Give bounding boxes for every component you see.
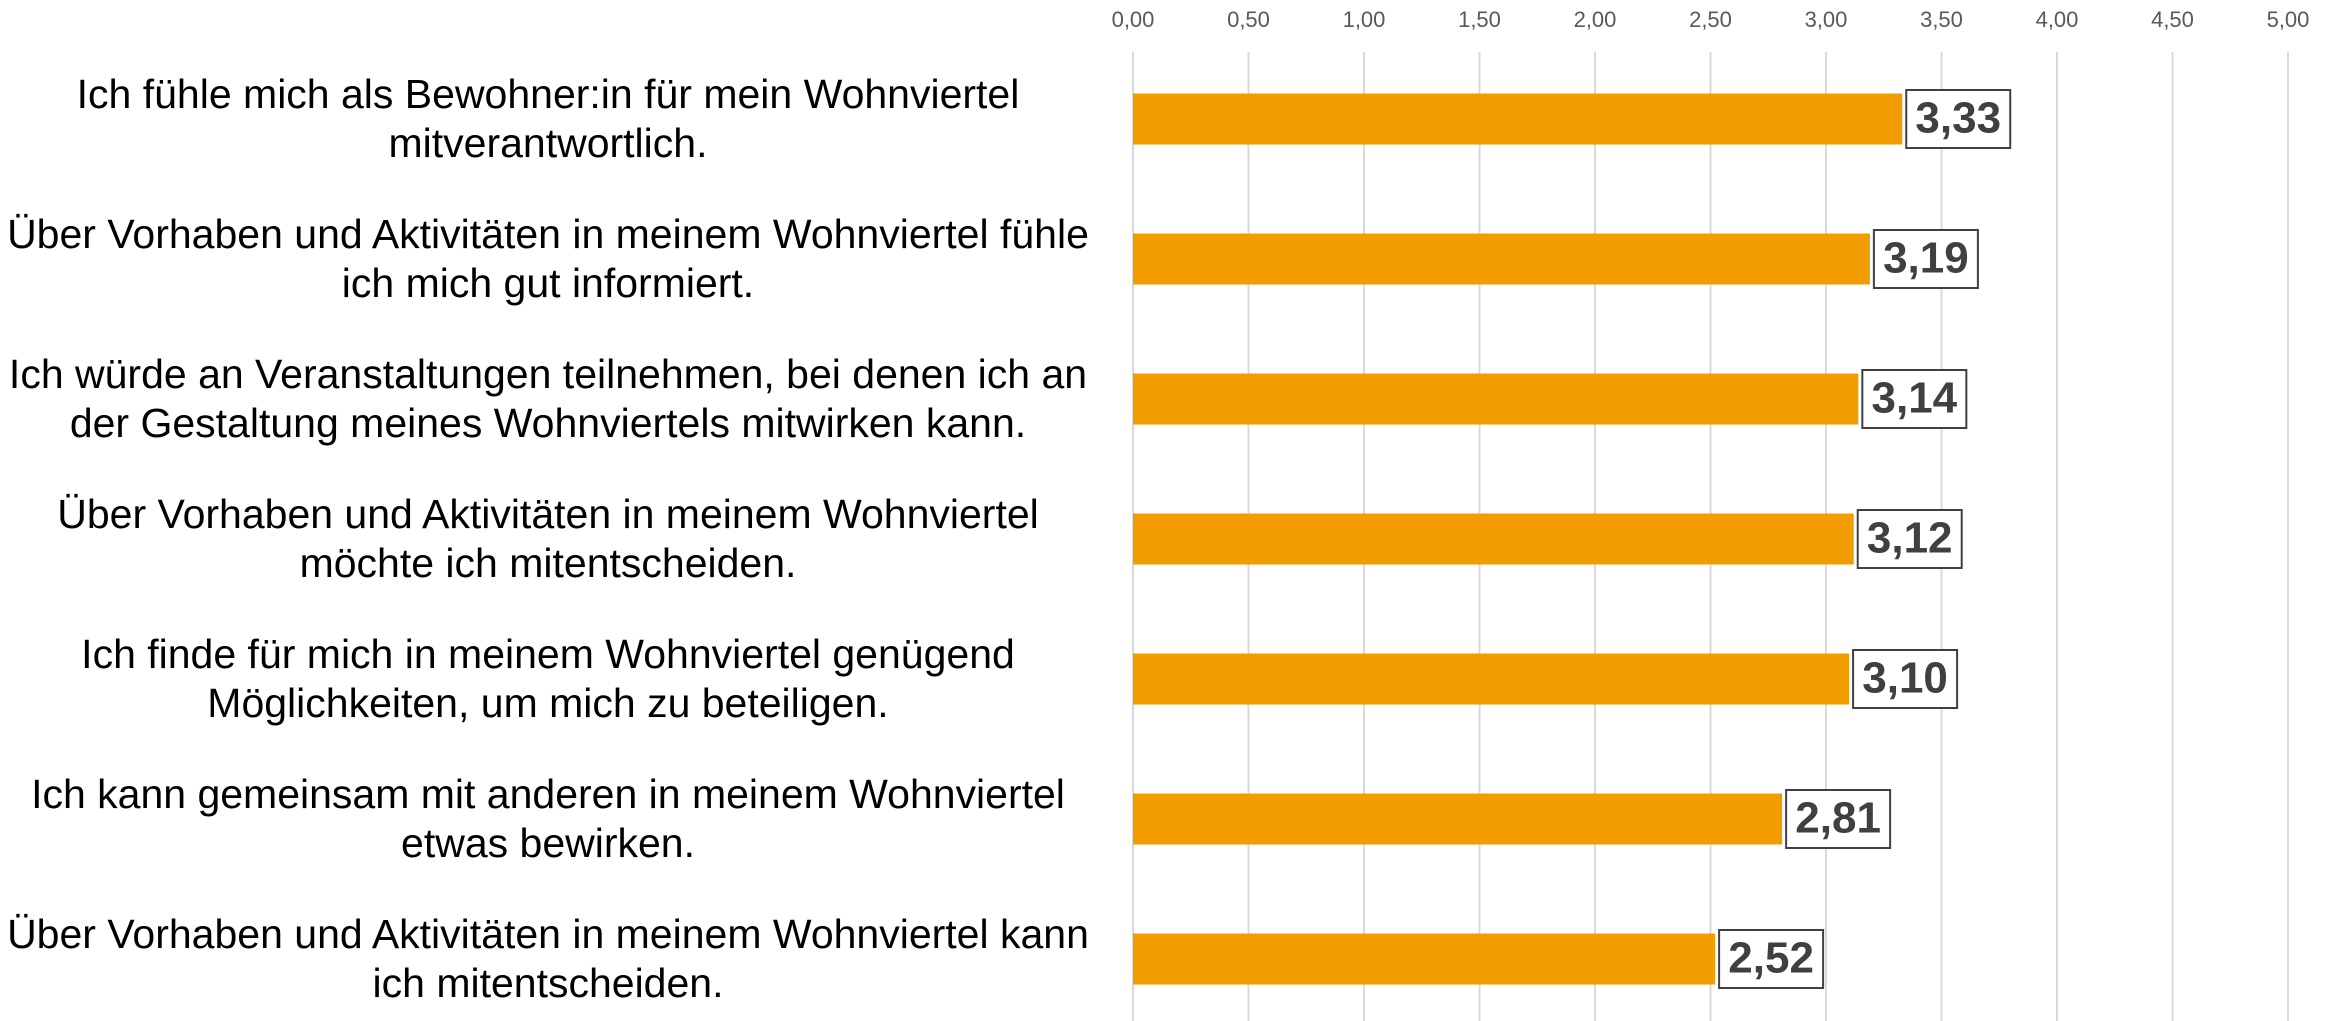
data-label: 3,10	[1862, 654, 1948, 703]
x-tick-label: 0,50	[1227, 7, 1270, 32]
x-tick-label: 3,00	[1805, 7, 1848, 32]
data-label: 3,14	[1872, 374, 1958, 423]
x-tick-label: 0,00	[1112, 7, 1155, 32]
x-tick-label: 4,50	[2151, 7, 2194, 32]
bar	[1133, 653, 1850, 705]
x-tick-label: 5,00	[2267, 7, 2310, 32]
data-label-box	[1718, 929, 1825, 989]
bar	[1133, 93, 1903, 145]
category-label: Über Vorhaben und Aktivitäten in meinem …	[7, 211, 1089, 306]
data-label-box	[1905, 89, 2012, 149]
x-tick-label: 2,00	[1574, 7, 1617, 32]
x-tick-label: 1,50	[1458, 7, 1501, 32]
category-label: Über Vorhaben und Aktivitäten in meinem …	[57, 491, 1039, 586]
category-label: Ich fühle mich als Bewohner:in für mein …	[76, 71, 1020, 166]
data-label-box	[1861, 369, 1968, 429]
data-label-box	[1856, 509, 1963, 569]
data-label-box	[1872, 229, 1979, 289]
bar	[1133, 933, 1716, 985]
data-label: 3,12	[1867, 514, 1953, 563]
data-label-box	[1852, 649, 1959, 709]
x-tick-label: 1,00	[1343, 7, 1386, 32]
bar	[1133, 793, 1783, 845]
x-tick-label: 3,50	[1920, 7, 1963, 32]
category-label: Ich würde an Veranstaltungen teilnehmen,…	[8, 351, 1088, 446]
bar	[1133, 233, 1870, 285]
category-label: Ich finde für mich in meinem Wohnviertel…	[81, 631, 1015, 726]
data-label: 3,33	[1915, 94, 2001, 143]
x-tick-label: 2,50	[1689, 7, 1732, 32]
data-label: 2,52	[1728, 934, 1814, 983]
category-label: Ich kann gemeinsam mit anderen in meinem…	[31, 771, 1065, 866]
category-label: Über Vorhaben und Aktivitäten in meinem …	[7, 911, 1089, 1006]
data-label-box	[1785, 789, 1892, 849]
data-label: 3,19	[1883, 234, 1969, 283]
x-tick-label: 4,00	[2036, 7, 2079, 32]
data-label: 2,81	[1795, 794, 1881, 843]
bar	[1133, 513, 1854, 565]
bar	[1133, 373, 1859, 425]
